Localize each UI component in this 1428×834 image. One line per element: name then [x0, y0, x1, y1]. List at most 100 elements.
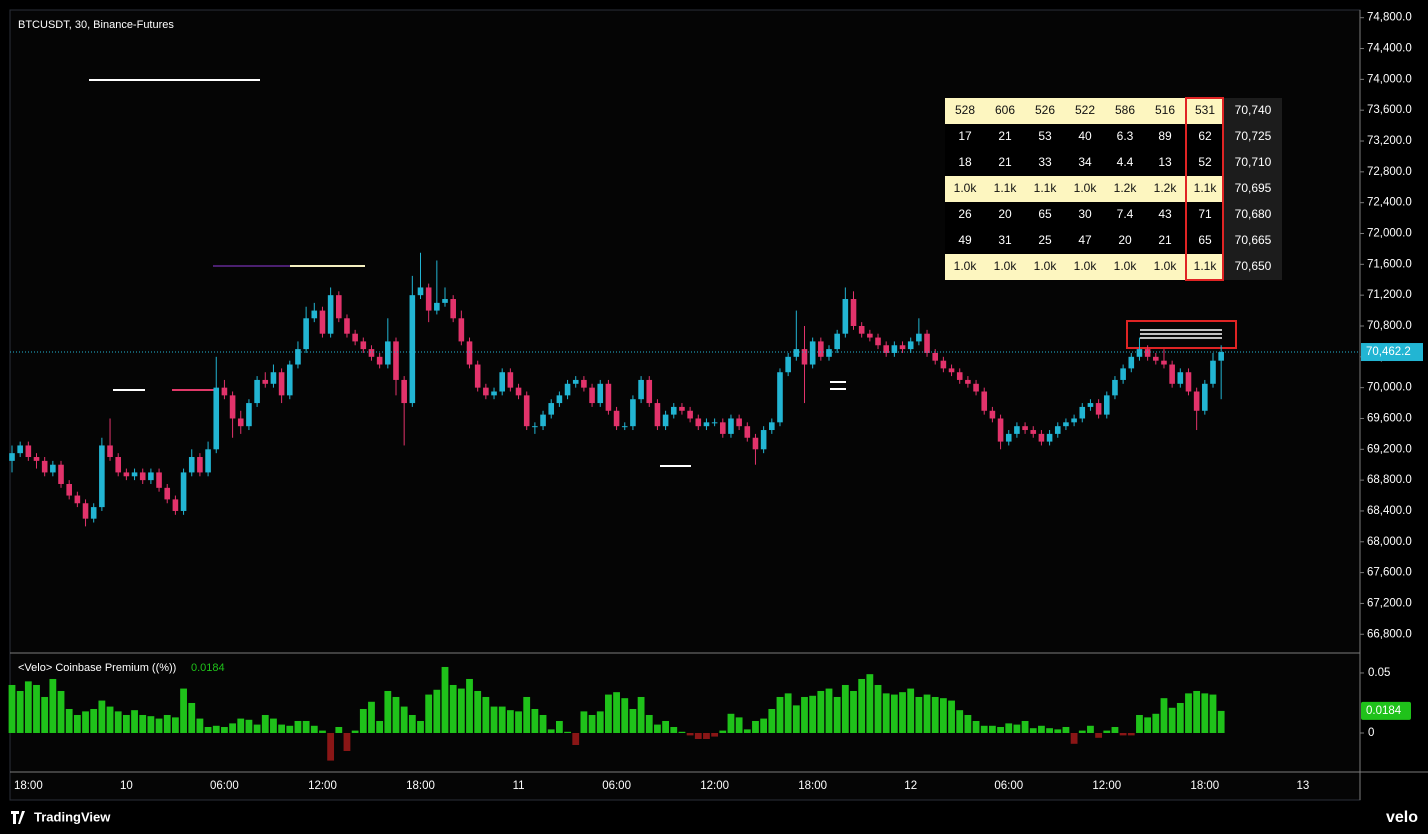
premium-bar — [180, 688, 187, 733]
y-tick-label: 71,200.0 — [1367, 289, 1412, 301]
candle-body — [769, 422, 775, 431]
premium-bar — [1217, 710, 1225, 733]
premium-bar — [1160, 698, 1168, 733]
premium-bar — [114, 711, 122, 733]
candle-body — [1193, 391, 1200, 411]
candle-body — [1210, 360, 1216, 384]
candle-body — [1218, 352, 1224, 361]
premium-bar — [139, 714, 147, 733]
candle-body — [948, 368, 955, 373]
candle-body — [139, 472, 146, 481]
candle-body — [801, 349, 808, 365]
premium-bar — [572, 732, 580, 745]
premium-bar — [801, 696, 808, 733]
candle-body — [621, 426, 628, 428]
premium-bar — [817, 690, 825, 733]
x-tick-label: 12:00 — [700, 780, 729, 792]
price-level: 70,710 — [1235, 155, 1272, 169]
y-tick-label: 66,800.0 — [1367, 628, 1412, 640]
candle-body — [483, 387, 489, 396]
table-cell: 1.0k — [1154, 259, 1178, 273]
table-cell: 33 — [1038, 155, 1052, 169]
premium-bar — [65, 708, 73, 733]
premium-bar — [735, 717, 743, 733]
premium-bar — [294, 720, 302, 733]
candle-body — [548, 403, 555, 415]
table-cell: 17 — [958, 129, 972, 143]
premium-bar — [237, 718, 245, 733]
candle-body — [458, 318, 465, 342]
candle-body — [605, 383, 612, 411]
candle-body — [581, 379, 587, 388]
premium-bar — [41, 696, 49, 733]
candle-body — [1079, 406, 1086, 419]
candle-body — [1161, 360, 1167, 365]
table-row — [945, 98, 1224, 124]
chart-title: BTCUSDT, 30, Binance-Futures — [18, 19, 174, 31]
premium-bar — [858, 678, 866, 733]
premium-bar — [1087, 725, 1094, 733]
premium-bar — [1201, 693, 1209, 733]
candle-body — [442, 299, 448, 303]
candle-body — [793, 349, 800, 357]
price-cell — [1224, 150, 1282, 176]
candle-body — [785, 356, 791, 373]
candle-body — [172, 499, 179, 511]
table-cell: 1.0k — [954, 181, 978, 195]
candle-body — [156, 472, 162, 488]
table-cell: 586 — [1115, 103, 1135, 117]
candle-body — [932, 352, 939, 361]
candle-body — [997, 418, 1004, 442]
premium-bar — [441, 666, 449, 733]
table-row — [945, 124, 1224, 150]
candle-body — [654, 403, 661, 427]
premium-bar — [1038, 725, 1045, 733]
candle-body — [270, 372, 277, 384]
y-tick-label: 67,600.0 — [1367, 567, 1412, 579]
table-cell: 62 — [1198, 129, 1212, 143]
candle-body — [385, 341, 391, 365]
premium-bar — [899, 692, 906, 733]
premium-bar — [106, 706, 114, 733]
candle-body — [1054, 426, 1061, 434]
candle-body — [589, 387, 595, 404]
chart-layer: 66,800.0 67,200.0 67,600.0 68,000.0 68,400.0… — [8, 12, 1423, 792]
premium-bar — [555, 720, 563, 733]
premium-bar — [482, 696, 490, 733]
value-tag-label: 0.0184 — [1366, 705, 1402, 717]
premium-bar — [90, 708, 98, 733]
candle-body — [1022, 426, 1028, 431]
x-tick-label: 06:00 — [602, 780, 631, 792]
premium-bar — [335, 726, 343, 733]
indicator-value: 0.0184 — [191, 662, 225, 674]
premium-bar — [809, 695, 817, 733]
candle-body — [646, 379, 653, 404]
premium-bar — [319, 730, 326, 733]
premium-bar — [1095, 732, 1103, 738]
candle-body — [973, 383, 979, 392]
candle-body — [425, 287, 432, 311]
y-tick-label: 68,000.0 — [1367, 536, 1412, 548]
premium-bar — [131, 710, 138, 733]
candle-body — [197, 457, 203, 473]
table-cell: 1.0k — [954, 259, 978, 273]
candle-body — [221, 387, 228, 396]
candle-body — [360, 341, 367, 350]
premium-bar — [408, 714, 416, 733]
premium-bar — [261, 714, 269, 733]
price-level: 70,725 — [1235, 129, 1272, 143]
table-row — [945, 228, 1224, 254]
indicator-title: <Velo> Coinbase Premium ((%)) — [18, 662, 176, 674]
premium-bar — [1005, 723, 1013, 733]
table-cell: 1.1k — [994, 181, 1018, 195]
premium-bar — [221, 726, 228, 733]
candle-body — [1030, 430, 1037, 434]
table-cell: 1.0k — [1074, 181, 1098, 195]
candle-body — [1063, 422, 1069, 427]
premium-bar — [637, 696, 645, 733]
premium-bar — [686, 732, 694, 736]
highlight-box — [1185, 97, 1224, 281]
premium-bar — [531, 708, 539, 733]
candle-body — [1087, 403, 1094, 407]
premium-bar — [163, 714, 171, 733]
